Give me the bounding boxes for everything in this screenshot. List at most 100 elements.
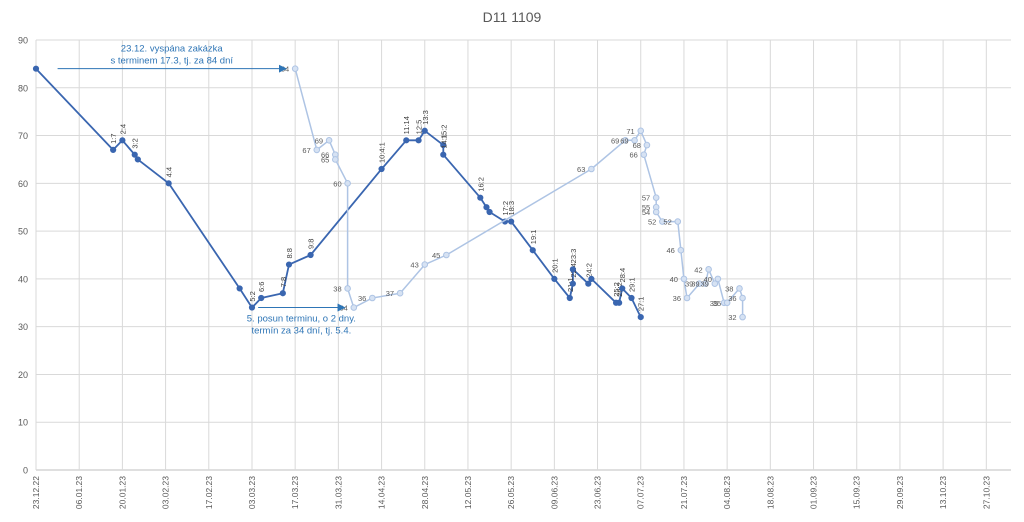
annotation-text: termín za 34 dní, tj. 5.4. (251, 326, 351, 337)
data-point (714, 275, 722, 283)
y-tick-label: 80 (18, 83, 28, 93)
data-label: 16:2 (476, 177, 485, 192)
data-label: 28:4 (618, 268, 627, 283)
data-label: 57 (642, 194, 650, 203)
data-point (403, 137, 410, 144)
data-label: 65 (321, 155, 329, 164)
data-point (622, 137, 629, 144)
dark-series: 1:72:4 3:2 4:4 5:26:6 7:8 8:8 9:8 10:4:1 11:14 12… (32, 65, 646, 321)
data-label: 68 (633, 141, 641, 150)
data-point (508, 218, 515, 225)
data-label: 63 (577, 165, 585, 174)
series-layer: 1:72:4 3:2 4:4 5:26:6 7:8 8:8 9:8 10:4:1 11:14 12… (32, 65, 746, 322)
y-tick-label: 0 (23, 466, 28, 476)
data-point (702, 280, 709, 287)
x-tick-label: 26.05.23 (506, 476, 516, 509)
x-tick-label: 04.08.23 (722, 476, 732, 509)
data-point (680, 275, 688, 283)
x-tick-label: 15.09.23 (852, 476, 862, 509)
data-label: 52 (663, 218, 671, 227)
data-label: 3:2 (131, 138, 140, 148)
data-point (279, 290, 286, 297)
data-point (236, 285, 243, 292)
data-point (421, 261, 429, 268)
data-label: 36 (673, 294, 681, 303)
data-point (619, 285, 626, 292)
data-label: 69 (315, 136, 323, 145)
data-label: 43 (410, 261, 418, 270)
data-label: 9:8 (307, 239, 316, 249)
x-tick-label: 27.10.23 (981, 476, 991, 509)
data-point (443, 251, 450, 259)
data-label: 12:5 (415, 120, 424, 135)
data-label: 38 (333, 284, 341, 293)
y-tick-label: 30 (18, 322, 28, 332)
data-label: 24:2 (584, 263, 593, 278)
data-point (134, 156, 141, 163)
x-tick-label: 29.09.23 (895, 476, 905, 509)
data-point (683, 294, 691, 302)
y-tick-label: 10 (18, 418, 28, 428)
data-label: 13:3 (421, 110, 430, 125)
y-tick-label: 50 (18, 227, 28, 237)
data-label: 39 (700, 280, 708, 289)
y-tick-label: 60 (18, 179, 28, 189)
data-label: 45 (432, 251, 440, 260)
data-point (588, 275, 595, 282)
data-point (248, 304, 256, 311)
data-label: 15:2 (439, 125, 448, 140)
data-point (415, 137, 422, 144)
gridlines (35, 39, 1011, 471)
data-point (440, 151, 447, 158)
data-label: 17:2 (501, 201, 510, 216)
data-point (652, 194, 660, 201)
data-point (705, 266, 712, 273)
y-tick-label: 70 (18, 131, 28, 141)
chart-title: D11 1109 (483, 9, 542, 25)
data-point (331, 156, 339, 163)
x-tick-label: 17.03.23 (290, 476, 300, 509)
data-label: 54 (642, 208, 650, 217)
data-label: 38 (725, 284, 733, 293)
data-label: 66 (321, 151, 329, 160)
data-point (643, 141, 651, 149)
x-tick-label: 20.01.23 (117, 476, 127, 509)
data-label: 42 (694, 265, 702, 274)
data-label: 10:4:1 (378, 142, 387, 163)
data-label: 35 (713, 299, 721, 308)
data-point (551, 275, 558, 282)
data-label: 69 (611, 136, 619, 145)
data-label: 1:7 (109, 133, 118, 143)
data-point (313, 146, 321, 154)
data-point (566, 294, 573, 302)
data-label: 18:3 (507, 201, 516, 216)
data-label: 25:2 (612, 282, 621, 297)
data-point (325, 137, 333, 144)
annotation-text: 23.12. vyspána zakázka (121, 44, 224, 55)
data-point (631, 137, 638, 144)
data-label: 35 (710, 299, 718, 308)
y-tick-label: 40 (18, 274, 28, 284)
data-label: 69 (620, 136, 628, 145)
data-point (739, 313, 746, 321)
data-label: 14:1 (439, 134, 448, 149)
annotation-2: 5. posun terminu, o 2 dny.termín za 34 d… (247, 303, 356, 337)
data-point (736, 285, 743, 292)
data-label: 19:1 (529, 230, 538, 245)
data-label: 2:4 (118, 124, 127, 134)
x-tick-label: 03.03.23 (247, 476, 257, 509)
data-point (640, 151, 648, 158)
x-tick-label: 23.06.23 (593, 476, 603, 509)
data-point (119, 137, 126, 144)
data-label: 11:14 (402, 116, 411, 134)
data-point (674, 218, 682, 225)
data-label: 32 (728, 313, 736, 322)
data-label: 4:4 (165, 167, 174, 177)
data-point (110, 146, 117, 153)
data-label: 60 (333, 179, 341, 188)
data-label: 27:1 (637, 297, 646, 312)
